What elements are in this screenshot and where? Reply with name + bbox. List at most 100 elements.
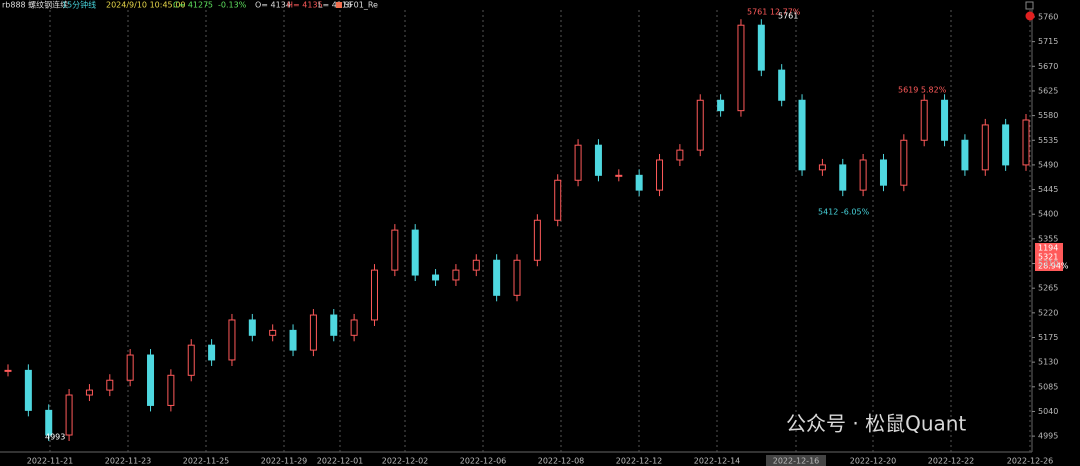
y-tick-label: 5445: [1038, 185, 1058, 194]
candle-body: [147, 354, 155, 406]
y-tick-label: 5760: [1038, 12, 1058, 21]
candle-body: [472, 259, 480, 271]
candle-body: [24, 369, 32, 411]
x-tick-label: 2022-11-21: [27, 457, 74, 466]
y-tick-label: 5355: [1038, 234, 1058, 243]
info-count: 1194: [1038, 244, 1058, 253]
candle-body: [961, 139, 969, 171]
x-tick-label: 2022-12-06: [460, 457, 507, 466]
high2-label: 5619 5.82%: [898, 86, 947, 95]
time: 2024/9/10 10:45:00: [106, 1, 186, 10]
candle-body: [920, 99, 928, 141]
candle-body: [350, 319, 358, 336]
info-price: 5321: [1038, 253, 1058, 262]
high: H= 4135: [287, 1, 323, 10]
x-tick-label: 2022-12-26: [1007, 457, 1054, 466]
candle-body: [859, 159, 867, 191]
x-tick-label: 2022-12-16: [773, 457, 820, 466]
candle-body: [493, 259, 501, 296]
x-tick-label: 2022-12-20: [850, 457, 897, 466]
x-tick-label: 2022-12-08: [538, 457, 585, 466]
candle-body: [85, 389, 93, 396]
x-tick-label: 2022-12-22: [928, 457, 975, 466]
candle-body: [818, 164, 826, 171]
info-pct: 28.94%: [1038, 262, 1069, 271]
candle-body: [289, 329, 297, 351]
indicator: SF01_Re: [344, 1, 378, 10]
candle-body: [1022, 119, 1030, 166]
candle-body: [330, 314, 338, 336]
candle-body: [411, 229, 419, 276]
candle-body: [737, 24, 745, 112]
candle-body: [65, 394, 73, 436]
y-tick-label: 5310: [1038, 259, 1058, 268]
candle-body: [635, 174, 643, 191]
x-tick-label: 2022-12-01: [317, 457, 364, 466]
candle-body: [696, 99, 704, 151]
y-tick-label: 5670: [1038, 62, 1058, 71]
grid: [49, 10, 1035, 452]
low: L= 4116: [318, 1, 352, 10]
candle-body: [208, 344, 216, 361]
x-tick-label: 2022-11-29: [261, 457, 308, 466]
candle-body: [1002, 124, 1010, 166]
candle-body: [106, 379, 114, 391]
window-button[interactable]: [1025, 1, 1034, 10]
candle-body: [798, 99, 806, 171]
y-tick-label: 5490: [1038, 160, 1058, 169]
x-tick-label: 2022-11-23: [105, 457, 152, 466]
period: 15分钟线: [62, 0, 96, 10]
candle-body: [900, 139, 908, 186]
candle-body: [757, 24, 765, 71]
x-tick-label: 2022-12-02: [382, 457, 429, 466]
candle-body: [432, 274, 440, 281]
x-tick-label: 2022-11-25: [183, 457, 230, 466]
candle-body: [126, 354, 134, 381]
candle-body: [676, 149, 684, 161]
candle-body: [391, 229, 399, 271]
alert-icon[interactable]: [1025, 11, 1035, 21]
candle-body: [228, 319, 236, 361]
y-tick-label: 5625: [1038, 86, 1058, 95]
candle-body: [941, 99, 949, 141]
close: C= 4127: [173, 1, 208, 10]
candle-body: [574, 144, 582, 181]
peak-price: 5761: [778, 12, 798, 21]
candle-body: [717, 99, 725, 112]
peak-label: 5761 12.77%: [747, 8, 801, 17]
y-tick-label: 5220: [1038, 308, 1058, 317]
info-box: [1035, 243, 1063, 271]
header: rb888 螺纹钢连续 15分钟线 2024/9/10 10:45:00 C= …: [2, 0, 378, 10]
candle-body: [839, 164, 847, 191]
candle-body: [879, 159, 887, 186]
candle-body: [370, 269, 378, 321]
y-tick-label: 4995: [1038, 432, 1058, 441]
candle-body: [452, 269, 460, 281]
y-tick-label: 5175: [1038, 333, 1058, 342]
low1-label: 4993: [45, 433, 65, 442]
candle-body: [594, 144, 602, 176]
y-tick-label: 5580: [1038, 111, 1058, 120]
y-tick-label: 5400: [1038, 210, 1058, 219]
watermark: 公众号 · 松鼠Quant: [786, 412, 966, 436]
candle-body: [513, 259, 521, 296]
y-tick-label: 5130: [1038, 358, 1058, 367]
candle-body: [981, 124, 989, 171]
candle-body: [45, 409, 53, 436]
low2-label: 5412 -6.05%: [818, 208, 870, 217]
candle-body: [656, 159, 664, 191]
candle-body: [533, 219, 541, 261]
candle-body: [554, 179, 562, 221]
change-pct: -0.13%: [218, 1, 247, 10]
x-tick-label: 2022-12-12: [616, 457, 663, 466]
y-tick-label: 5715: [1038, 37, 1058, 46]
candle-body: [615, 174, 623, 177]
change: -5: [205, 1, 213, 10]
symbol: rb888 螺纹钢连续: [2, 0, 68, 10]
open: O= 4134: [255, 1, 291, 10]
indicator-swatch: [336, 2, 342, 8]
y-tick-label: 5265: [1038, 284, 1058, 293]
y-tick-label: 5535: [1038, 136, 1058, 145]
cursor-date-bg: [766, 455, 826, 466]
